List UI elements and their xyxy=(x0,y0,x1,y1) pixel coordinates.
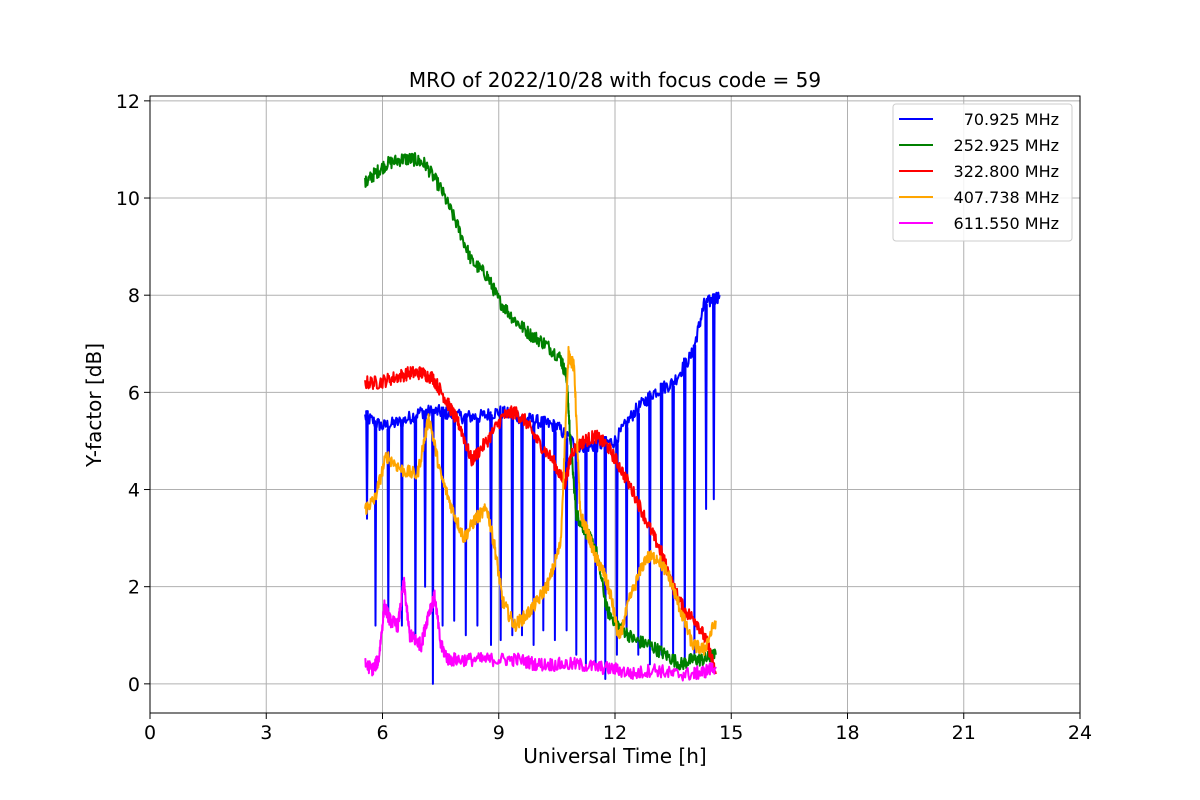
legend-label-1: 252.925 MHz xyxy=(954,136,1059,155)
y-axis-title: Y-factor [dB] xyxy=(82,343,106,468)
x-tick-label: 3 xyxy=(260,722,272,744)
y-tick-label: 10 xyxy=(116,188,140,210)
series-line-0 xyxy=(364,291,721,685)
y-tick-label: 12 xyxy=(116,91,140,113)
series-line-1 xyxy=(364,152,717,671)
y-tick-label: 6 xyxy=(128,382,140,404)
legend-label-3: 407.738 MHz xyxy=(954,188,1059,207)
y-tick-label: 2 xyxy=(128,577,140,599)
series-line-4 xyxy=(364,576,717,682)
legend-box xyxy=(892,103,1073,242)
series-line-2 xyxy=(364,365,717,675)
series-line-3 xyxy=(364,345,717,656)
y-tick-label: 8 xyxy=(128,285,140,307)
x-tick-label: 6 xyxy=(376,722,388,744)
series-layer xyxy=(364,152,721,685)
legend: 70.925 MHz 252.925 MHz 322.800 MHz 407.738 … xyxy=(892,103,1073,242)
legend-label-2: 322.800 MHz xyxy=(954,162,1059,181)
legend-label-0: 70.925 MHz xyxy=(964,110,1059,129)
legend-label-4: 611.550 MHz xyxy=(954,214,1059,233)
x-tick-label: 21 xyxy=(952,722,976,744)
x-tick-label: 15 xyxy=(719,722,743,744)
y-tick-label: 0 xyxy=(128,674,140,696)
x-axis-title: Universal Time [h] xyxy=(523,744,706,768)
x-tick-label: 9 xyxy=(493,722,505,744)
x-tick-label: 24 xyxy=(1068,722,1092,744)
x-tick-label: 18 xyxy=(835,722,859,744)
x-tick-label: 0 xyxy=(144,722,156,744)
chart-title: MRO of 2022/10/28 with focus code = 59 xyxy=(409,68,821,92)
y-tick-label: 4 xyxy=(128,480,140,502)
x-tick-label: 12 xyxy=(603,722,627,744)
